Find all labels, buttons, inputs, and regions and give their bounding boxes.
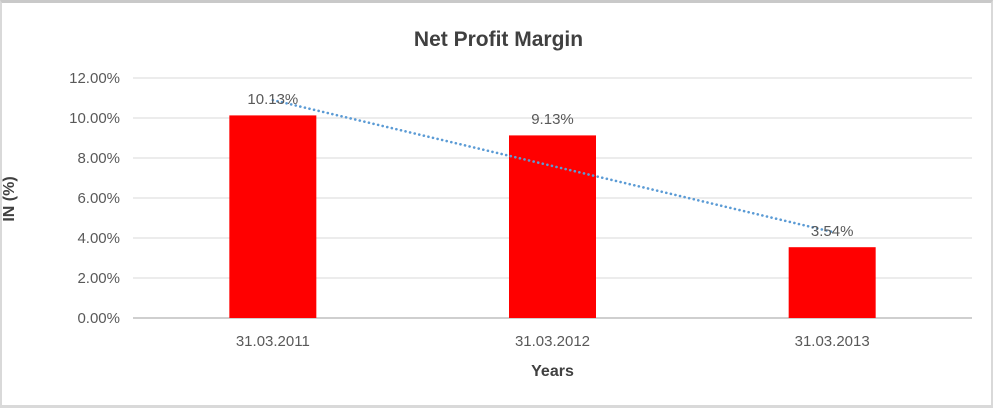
y-tick-label: 10.00% bbox=[69, 110, 120, 127]
plot-area bbox=[133, 77, 972, 319]
x-axis-title: Years bbox=[531, 363, 574, 380]
trendline bbox=[271, 98, 834, 234]
bar-31.03.2011 bbox=[229, 115, 317, 319]
data-label: 9.13% bbox=[531, 111, 574, 129]
bar-31.03.2013 bbox=[788, 247, 876, 318]
chart-title: Net Profit Margin bbox=[413, 28, 584, 51]
category-label: 31.03.2011 bbox=[235, 333, 310, 350]
y-tick-label: 6.00% bbox=[77, 190, 120, 207]
y-tick-label: 4.00% bbox=[77, 230, 120, 247]
y-tick-label: 2.00% bbox=[77, 270, 120, 287]
y-tick-label: 0.00% bbox=[77, 310, 120, 327]
bar-31.03.2012 bbox=[509, 135, 596, 318]
data-label: 10.13% bbox=[247, 91, 299, 109]
y-tick-label: 12.00% bbox=[69, 70, 120, 87]
category-label: 31.03.2012 bbox=[514, 333, 591, 350]
y-tick-label: 8.00% bbox=[77, 150, 120, 167]
category-label: 31.03.2013 bbox=[794, 333, 870, 350]
data-label: 3.54% bbox=[810, 223, 854, 241]
